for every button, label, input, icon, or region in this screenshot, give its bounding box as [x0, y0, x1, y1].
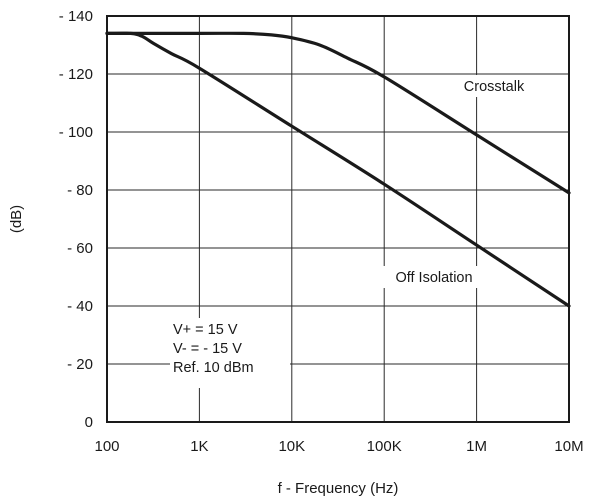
x-axis-title: f - Frequency (Hz) — [278, 480, 399, 497]
y-tick-label: - 40 — [67, 298, 93, 315]
series-layer — [105, 31, 571, 308]
y-tick-label: - 120 — [59, 66, 93, 83]
y-axis-title: (dB) — [8, 205, 25, 233]
crosstalk-label-box — [444, 75, 544, 97]
y-tick-label: - 80 — [67, 182, 93, 199]
y-tick-label: 0 — [85, 414, 93, 431]
x-tick-label: 1K — [190, 438, 208, 455]
x-tick-label: 10M — [554, 438, 583, 455]
x-tick-label: 100 — [94, 438, 119, 455]
conditions-box — [170, 318, 290, 388]
plot-frame — [106, 15, 570, 423]
crosstalk-line — [105, 31, 571, 195]
y-tick-label: - 20 — [67, 356, 93, 373]
y-tick-label: - 60 — [67, 240, 93, 257]
off-isolation-label: Off Isolation — [395, 270, 472, 286]
condition-line: V- = - 15 V — [173, 341, 242, 357]
conditions-annotation: V+ = 15 V V- = - 15 V Ref. 10 dBm — [170, 318, 290, 388]
y-tick-label: - 100 — [59, 124, 93, 141]
x-tick-label: 1M — [466, 438, 487, 455]
off-isolation-line — [105, 31, 571, 308]
condition-line: V+ = 15 V — [173, 322, 238, 338]
x-tick-label: 10K — [278, 438, 305, 455]
series-labels: Crosstalk Off Isolation — [379, 75, 544, 288]
crosstalk-label: Crosstalk — [464, 79, 525, 95]
condition-line: Ref. 10 dBm — [173, 360, 254, 376]
x-axis-ticks: 100 1K 10K 100K 1M 10M — [94, 438, 583, 455]
x-tick-label: 100K — [367, 438, 402, 455]
off-isolation-label-box — [379, 266, 489, 288]
y-tick-label: - 140 — [59, 8, 93, 25]
y-axis-ticks: 0 - 20 - 40 - 60 - 80 - 100 - 120 - 140 — [59, 8, 93, 431]
